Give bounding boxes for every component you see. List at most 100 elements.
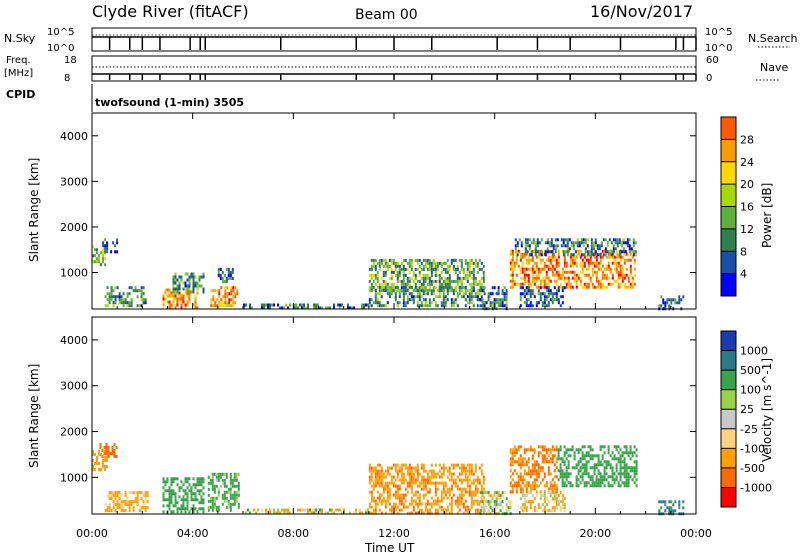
range-gate-cell (103, 452, 106, 455)
range-gate-cell (410, 292, 413, 296)
range-gate-cell (595, 273, 598, 277)
range-gate-cell (414, 285, 417, 289)
range-gate-cell (368, 288, 371, 292)
range-gate-cell (525, 484, 528, 488)
range-gate-cell (505, 289, 508, 293)
range-gate-cell (456, 292, 459, 296)
range-gate-cell (372, 499, 375, 503)
range-gate-cell (527, 276, 530, 280)
range-gate-cell (611, 475, 614, 479)
range-gate-cell (509, 264, 512, 268)
range-gate-cell (100, 452, 102, 456)
range-gate-cell (549, 258, 552, 262)
range-gate-cell (591, 270, 594, 274)
range-gate-cell (539, 295, 542, 299)
range-gate-cell (622, 247, 625, 251)
range-gate-cell (438, 469, 441, 473)
range-gate-cell (535, 478, 538, 482)
range-gate-cell (566, 247, 569, 251)
range-gate-cell (368, 478, 371, 482)
range-gate-cell (104, 247, 107, 251)
range-gate-cell (211, 478, 214, 482)
range-gate-cell (229, 274, 232, 277)
range-gate-cell (398, 267, 401, 271)
range-gate-cell (450, 478, 453, 482)
range-gate-cell (493, 506, 496, 510)
range-gate-cell (579, 448, 582, 452)
range-gate-cell (561, 276, 564, 280)
range-gate-cell (555, 273, 558, 277)
range-gate-cell (559, 466, 562, 470)
range-gate-cell (370, 288, 373, 292)
range-gate-cell (402, 276, 405, 280)
range-gate-cell (442, 490, 445, 494)
range-gate-cell (555, 475, 558, 479)
range-gate-cell (234, 292, 237, 296)
range-gate-cell (470, 292, 473, 296)
range-gate-cell (408, 466, 411, 470)
range-gate-cell (539, 451, 542, 455)
range-gate-cell (478, 267, 481, 271)
range-gate-cell (536, 244, 539, 248)
range-gate-cell (418, 304, 421, 308)
range-gate-cell (505, 503, 508, 507)
range-gate-cell (464, 490, 467, 494)
range-gate-cell (551, 484, 554, 488)
range-gate-cell (138, 491, 141, 495)
nave-bottom-tick: 0 (706, 73, 712, 84)
range-gate-cell (442, 496, 445, 500)
range-gate-cell (166, 477, 169, 481)
range-gate-cell (224, 298, 227, 302)
range-gate-cell (569, 264, 572, 268)
range-gate-cell (466, 279, 469, 283)
range-gate-cell (527, 304, 530, 308)
range-gate-cell (428, 288, 431, 292)
range-gate-cell (402, 478, 405, 482)
range-gate-cell (186, 480, 189, 484)
range-gate-cell (617, 282, 620, 286)
range-gate-cell (231, 268, 234, 271)
range-gate-cell (444, 481, 447, 485)
range-gate-cell (142, 506, 145, 510)
range-gate-cell (444, 298, 447, 302)
range-gate-cell (458, 276, 461, 280)
range-gate-cell (664, 304, 667, 308)
range-gate-cell (583, 285, 586, 289)
range-gate-cell (480, 469, 483, 473)
range-gate-cell (376, 475, 379, 479)
range-gate-cell (380, 295, 383, 299)
range-gate-cell (629, 448, 632, 452)
range-gate-cell (442, 466, 445, 470)
range-gate-cell (537, 451, 540, 455)
range-gate-cell (176, 287, 179, 291)
range-gate-cell (540, 250, 543, 254)
range-gate-cell (566, 244, 569, 248)
range-gate-cell (386, 301, 389, 305)
range-gate-cell (466, 505, 469, 509)
range-gate-cell (454, 270, 457, 274)
range-gate-cell (472, 493, 475, 497)
range-gate-cell (172, 480, 175, 484)
range-gate-cell (529, 301, 532, 305)
range-gate-cell (396, 490, 399, 494)
range-gate-cell (551, 448, 554, 452)
range-gate-cell (331, 511, 333, 515)
range-gate-cell (372, 511, 375, 515)
range-gate-cell (482, 270, 485, 274)
range-gate-cell (102, 248, 104, 252)
range-gate-cell (217, 274, 220, 277)
range-gate-cell (553, 500, 556, 504)
range-gate-cell (398, 279, 401, 283)
colorbar-tick-label: -1000 (740, 481, 772, 494)
range-gate-cell (476, 264, 479, 268)
range-gate-cell (587, 264, 590, 268)
range-gate-cell (196, 477, 199, 481)
range-gate-cell (595, 276, 598, 280)
range-gate-cell (168, 498, 171, 502)
range-gate-cell (237, 472, 240, 476)
range-gate-cell (462, 505, 465, 509)
freq-bottom-tick: 8 (64, 73, 70, 84)
range-gate-cell (110, 497, 113, 501)
range-gate-cell (593, 255, 596, 259)
range-gate-cell (410, 261, 413, 265)
